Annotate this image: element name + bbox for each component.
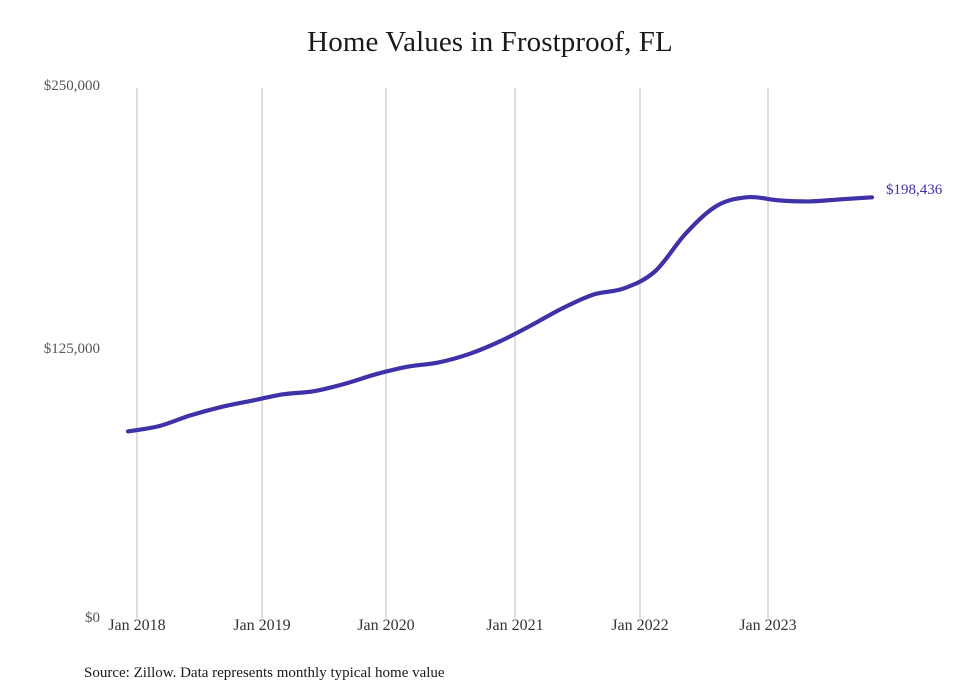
x-axis-tick-label-jan-2023: Jan 2023 [739, 617, 797, 634]
x-axis-tick-label-jan-2021: Jan 2021 [486, 617, 544, 634]
gridlines [136, 88, 769, 618]
y-axis-tick-label-0: $0 [85, 610, 100, 626]
source-note: Source: Zillow. Data represents monthly … [84, 665, 445, 681]
end-value-annotation: $198,436 [886, 182, 943, 198]
y-axis-tick-label-125000: $125,000 [43, 341, 100, 357]
x-axis-tick-label-jan-2019: Jan 2019 [233, 617, 291, 634]
y-axis-tick-label-250000: $250,000 [43, 78, 100, 94]
home-value-trend-line [125, 194, 875, 434]
x-axis-tick-label-jan-2018: Jan 2018 [108, 617, 166, 634]
x-axis-tick-label-jan-2020: Jan 2020 [357, 617, 415, 634]
x-axis-tick-label-jan-2022: Jan 2022 [611, 617, 669, 634]
chart-title: Home Values in Frostproof, FL [307, 26, 673, 58]
